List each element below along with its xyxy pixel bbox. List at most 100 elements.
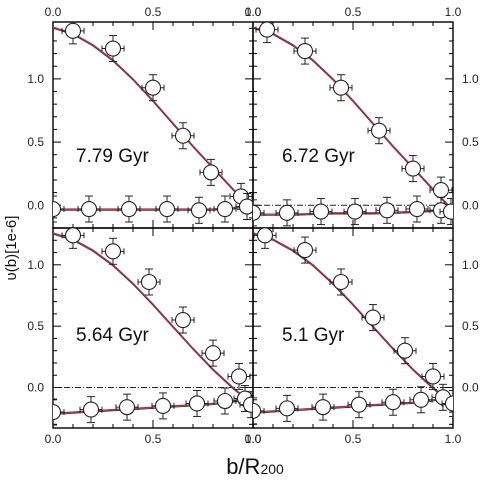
data-point-lower [275,394,299,422]
data-point-lower [409,386,433,414]
data-point-circle [190,202,208,219]
data-point-circle [80,200,98,218]
x-tick-label: 0.5 [345,432,362,446]
data-point-lower [347,391,371,419]
data-point-circle [278,400,296,417]
data-point-upper [401,155,425,183]
data-point-circle [256,228,274,244]
data-point-lower [53,195,65,223]
data-point-lower [405,195,429,223]
data-point-circle [53,200,62,218]
data-point-lower [441,389,453,417]
data-point-circle [396,342,414,359]
data-point-upper [61,22,85,45]
data-point-upper [253,228,277,249]
data-point-circle [118,399,136,416]
data-point-circle [312,203,330,220]
data-point-lower [239,391,253,419]
data-point-circle [202,164,220,181]
x-axis-title-main: b/R [226,454,260,479]
y-tick-label: 1.0 [27,258,44,272]
data-point-lower [275,199,299,227]
data-point-lower [77,195,101,223]
data-point-lower [155,195,179,223]
data-point-circle [82,401,100,418]
data-point-circle [378,202,396,219]
data-point-lower [151,392,175,420]
y-axis-title: υ(b)[1e-6] [3,216,20,281]
model-curve-upper-alt [53,233,253,408]
data-point-circle [253,402,262,419]
data-point-lower [381,388,405,416]
data-point-circle [332,273,350,291]
data-point-circle [104,243,122,260]
data-point-circle [154,397,172,414]
panel-label-7-79-gyr: 7.79 Gyr [76,146,150,167]
x-tick-label: 0.5 [345,5,362,19]
data-point-circle [404,160,422,177]
panel-label-5-64-gyr: 5.64 Gyr [76,325,150,346]
data-point-circle [432,182,450,199]
data-point-circle [364,309,382,326]
data-point-lower [343,198,367,226]
x-tick-label: 0.0 [45,5,62,19]
y-tick-label: 0.0 [462,198,479,212]
data-point-circle [238,198,253,215]
data-point-circle [140,273,158,291]
data-point-upper [141,74,165,102]
data-point-circle [408,200,426,218]
data-point-upper [171,306,195,334]
y-tick-label: 0.5 [27,135,44,149]
plot-area [53,228,253,426]
data-point-circle [296,43,314,60]
x-axis-title: b/R200 [226,454,284,479]
plot-area [53,22,253,224]
data-point-circle [188,395,206,412]
data-point-lower [253,397,265,425]
data-point-circle [64,228,82,244]
data-point-circle [104,40,122,57]
x-tick-label: 0.0 [245,432,262,446]
plot-area [253,22,453,227]
y-tick-label: 1.0 [462,72,479,86]
data-point-circle [158,200,176,218]
x-tick-label: 0.5 [145,432,162,446]
data-point-circle [230,368,248,385]
data-point-lower [185,389,209,417]
panel-label-5-1-gyr: 5.1 Gyr [282,325,345,346]
y-tick-label: 0.5 [27,319,44,333]
data-point-circle [278,204,296,221]
data-point-circle [204,345,222,362]
data-point-circle [53,404,62,421]
data-point-lower [235,193,253,221]
data-point-circle [412,391,430,408]
y-tick-label: 1.0 [27,72,44,86]
data-point-circle [350,396,368,413]
data-point-circle [444,395,453,412]
data-point-upper [367,117,391,145]
data-point-circle [216,200,234,218]
y-tick-label: 0.5 [462,135,479,149]
panel-label-6-72-gyr: 6.72 Gyr [282,146,356,167]
data-point-circle [64,22,82,39]
data-point-circle [242,396,253,413]
x-tick-label: 1.0 [445,432,462,446]
data-point-upper [361,304,385,332]
data-point-lower [311,393,335,421]
data-point-lower [79,396,103,424]
x-tick-label: 0.0 [45,432,62,446]
data-point-lower [309,198,333,226]
data-point-upper [393,337,417,365]
model-curve-upper [53,26,253,211]
y-tick-label: 1.0 [462,258,479,272]
data-point-upper [101,237,125,265]
model-curve-upper-alt [253,233,453,408]
x-tick-label: 1.0 [445,5,462,19]
data-point-lower [439,198,453,226]
data-point-lower [187,196,211,224]
data-point-lower [53,398,65,426]
data-point-circle [253,204,262,221]
data-point-circle [174,311,192,329]
data-point-circle [442,203,453,220]
